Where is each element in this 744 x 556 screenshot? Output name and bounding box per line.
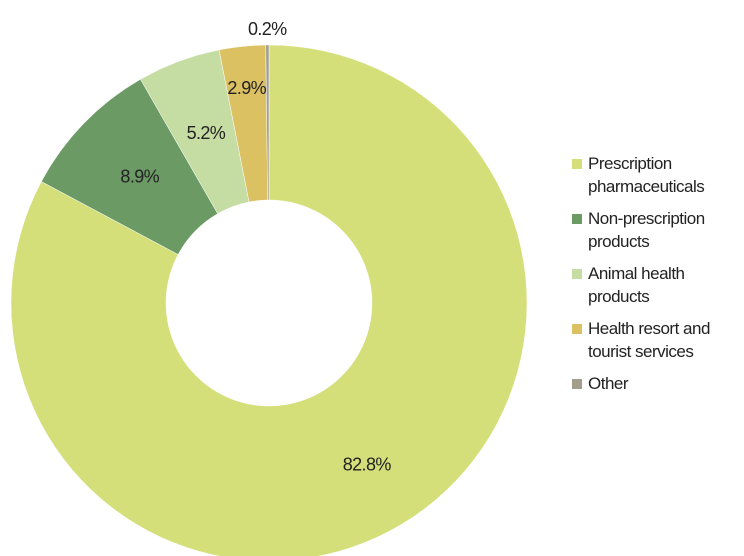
legend-item: Non-prescription products xyxy=(572,207,737,253)
legend-label: Other xyxy=(588,374,629,393)
legend-label: Animal health products xyxy=(588,264,685,306)
legend: Prescription pharmaceuticals Non-prescrip… xyxy=(572,152,737,395)
donut-slice xyxy=(265,44,270,201)
legend-item: Prescription pharmaceuticals xyxy=(572,152,737,198)
legend-swatch xyxy=(572,214,582,224)
legend-item: Health resort and tourist services xyxy=(572,317,737,363)
legend-item: Animal health products xyxy=(572,262,737,308)
donut-slice xyxy=(10,44,528,556)
legend-label: Non-prescription products xyxy=(588,209,705,251)
legend-item: Other xyxy=(572,372,737,395)
legend-swatch xyxy=(572,159,582,169)
data-label: 5.2% xyxy=(187,123,226,143)
legend-label: Health resort and tourist services xyxy=(588,319,710,361)
legend-swatch xyxy=(572,324,582,334)
data-label: 2.9% xyxy=(227,78,266,98)
legend-swatch xyxy=(572,379,582,389)
data-label: 8.9% xyxy=(120,166,159,186)
data-label: 0.2% xyxy=(248,19,287,39)
data-label: 82.8% xyxy=(343,455,392,475)
legend-label: Prescription pharmaceuticals xyxy=(588,154,705,196)
donut-plot: 82.8% 8.9% 5.2% 2.9% 0.2% xyxy=(10,19,528,556)
legend-swatch xyxy=(572,269,582,279)
